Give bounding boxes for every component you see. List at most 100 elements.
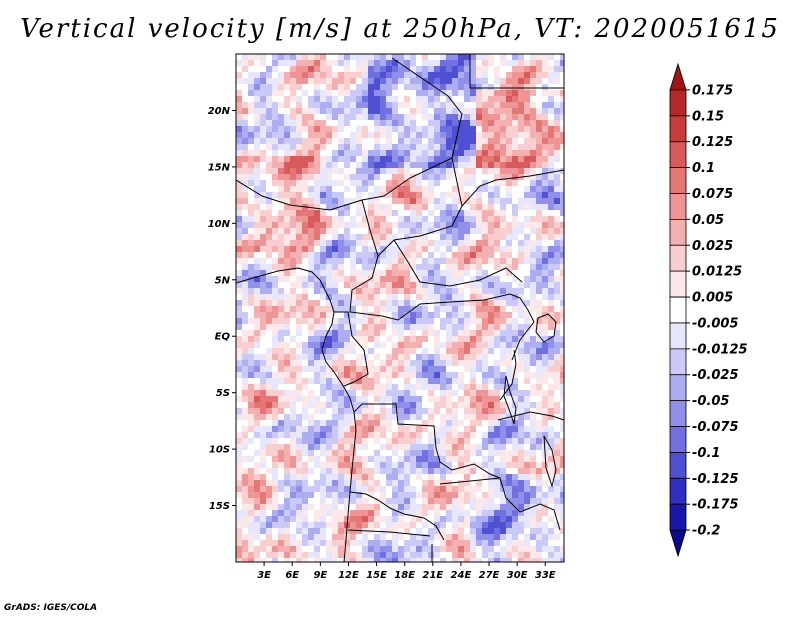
field-cell — [350, 150, 356, 156]
field-cell — [326, 486, 332, 492]
field-cell — [416, 480, 422, 486]
field-cell — [380, 186, 386, 192]
field-cell — [392, 558, 398, 562]
field-cell — [500, 306, 506, 312]
field-cell — [416, 450, 422, 456]
field-cell — [410, 288, 416, 294]
field-cell — [320, 360, 326, 366]
field-cell — [434, 126, 440, 132]
field-cell — [314, 204, 320, 210]
field-cell — [476, 486, 482, 492]
field-cell — [470, 216, 476, 222]
field-cell — [428, 294, 434, 300]
field-cell — [236, 462, 242, 468]
field-cell — [248, 312, 254, 318]
field-cell — [518, 168, 524, 174]
field-cell — [236, 540, 242, 546]
field-cell — [296, 252, 302, 258]
field-cell — [380, 108, 386, 114]
field-cell — [476, 480, 482, 486]
field-cell — [506, 72, 512, 78]
field-cell — [560, 336, 564, 342]
field-cell — [362, 270, 368, 276]
field-cell — [500, 480, 506, 486]
field-cell — [302, 468, 308, 474]
field-cell — [320, 54, 326, 60]
field-cell — [278, 492, 284, 498]
field-cell — [296, 324, 302, 330]
field-cell — [344, 480, 350, 486]
colorbar-swatch — [669, 348, 687, 376]
field-cell — [398, 264, 404, 270]
field-cell — [266, 282, 272, 288]
field-cell — [398, 558, 404, 562]
field-cell — [470, 132, 476, 138]
field-cell — [362, 324, 368, 330]
field-cell — [302, 498, 308, 504]
field-cell — [332, 396, 338, 402]
field-cell — [302, 360, 308, 366]
field-cell — [278, 522, 284, 528]
field-cell — [476, 96, 482, 102]
field-cell — [332, 126, 338, 132]
field-cell — [458, 438, 464, 444]
field-cell — [512, 432, 518, 438]
field-cell — [344, 312, 350, 318]
field-cell — [398, 516, 404, 522]
field-cell — [272, 270, 278, 276]
field-cell — [440, 492, 446, 498]
field-cell — [236, 510, 242, 516]
field-cell — [356, 96, 362, 102]
field-cell — [356, 72, 362, 78]
field-cell — [302, 84, 308, 90]
field-cell — [452, 240, 458, 246]
field-cell — [368, 240, 374, 246]
field-cell — [332, 408, 338, 414]
field-cell — [530, 324, 536, 330]
field-cell — [422, 270, 428, 276]
field-cell — [374, 438, 380, 444]
field-cell — [524, 390, 530, 396]
field-cell — [500, 270, 506, 276]
colorbar-label: -0.0125 — [692, 342, 748, 357]
field-cell — [500, 156, 506, 162]
field-cell — [254, 192, 260, 198]
field-cell — [398, 114, 404, 120]
field-cell — [488, 126, 494, 132]
field-cell — [260, 96, 266, 102]
field-cell — [248, 228, 254, 234]
lon-tick-label: 21E — [422, 570, 443, 581]
field-cell — [320, 426, 326, 432]
field-cell — [488, 288, 494, 294]
field-cell — [386, 558, 392, 562]
field-cell — [554, 288, 560, 294]
field-cell — [344, 558, 350, 562]
field-cell — [410, 390, 416, 396]
field-cell — [344, 186, 350, 192]
field-cell — [542, 108, 548, 114]
field-cell — [356, 258, 362, 264]
field-cell — [266, 480, 272, 486]
field-cell — [284, 498, 290, 504]
field-cell — [296, 168, 302, 174]
field-cell — [476, 552, 482, 558]
field-cell — [248, 528, 254, 534]
field-cell — [440, 270, 446, 276]
field-cell — [530, 354, 536, 360]
field-cell — [410, 108, 416, 114]
field-cell — [452, 336, 458, 342]
field-cell — [548, 522, 554, 528]
field-cell — [338, 486, 344, 492]
field-cell — [302, 96, 308, 102]
field-cell — [248, 360, 254, 366]
field-cell — [236, 222, 242, 228]
field-cell — [392, 462, 398, 468]
field-cell — [458, 108, 464, 114]
field-cell — [452, 258, 458, 264]
field-cell — [362, 312, 368, 318]
field-cell — [524, 312, 530, 318]
field-cell — [524, 264, 530, 270]
field-cell — [560, 168, 564, 174]
field-cell — [530, 258, 536, 264]
field-cell — [386, 432, 392, 438]
